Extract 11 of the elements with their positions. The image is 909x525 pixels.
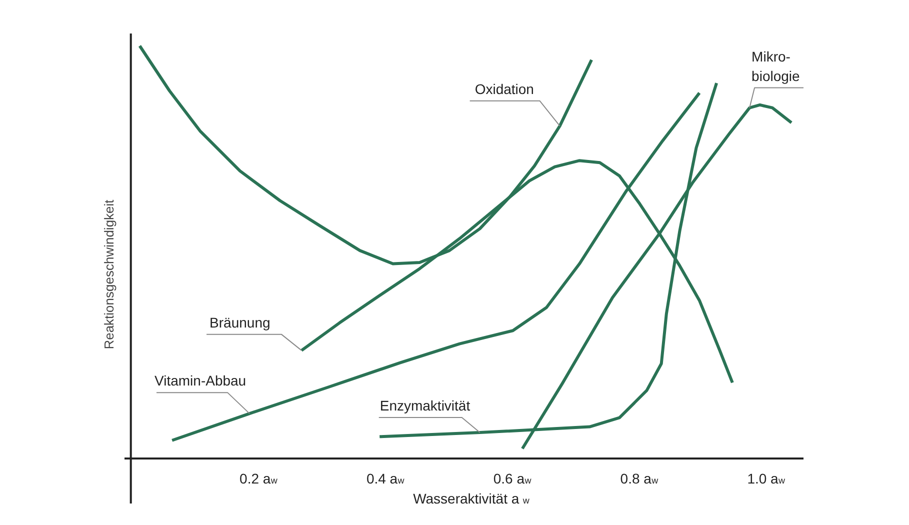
x-tick-label: 0.8 aw [620,470,659,487]
y-axis-title: Reaktionsgeschwindigkeit [102,199,116,350]
series-label: Enzymaktivität [380,398,470,414]
series-label: Vitamin-Abbau [154,372,246,389]
x-tick-label: 0.6 aw [493,470,532,487]
text: Bräunung [210,314,270,330]
x-tick-label: 0.4 aw [366,470,405,487]
x-tick-label: 1.0 aw [747,470,786,487]
x-tick-label: 0.2 aw [240,470,278,487]
series-label: Mikro- biologie [752,48,800,84]
text: Oxidation [474,80,534,97]
